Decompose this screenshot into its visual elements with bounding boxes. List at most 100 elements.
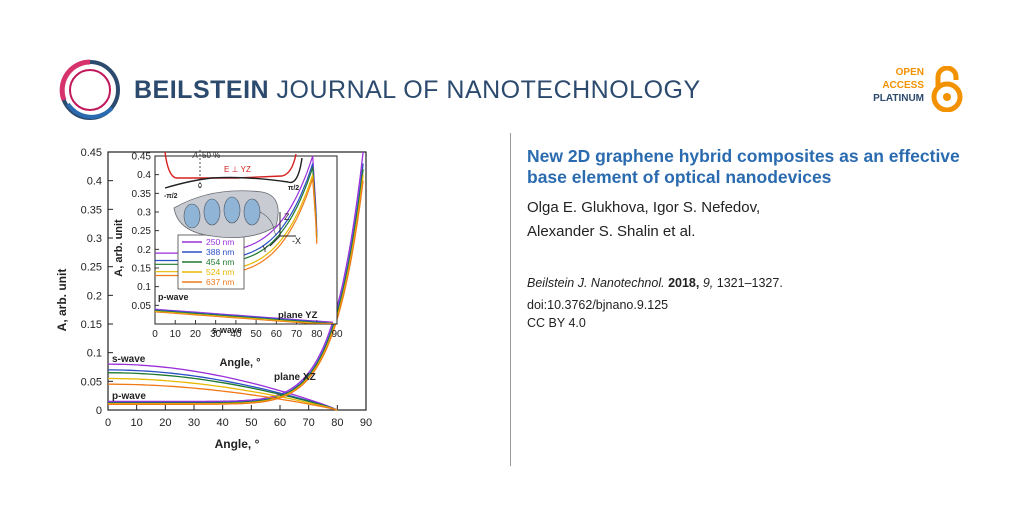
citation-pages: 1321–1327. [716, 276, 783, 290]
inset-s-wave-series [154, 311, 333, 324]
main-s-wave-series [107, 372, 338, 411]
main-p-wave-series [108, 180, 364, 405]
citation-volume: 9, [702, 276, 714, 290]
polar-neg-label: -π/2 [164, 193, 178, 200]
inset-y-tick-label: 0.3 [137, 208, 151, 219]
divider [510, 133, 511, 466]
inset-plane-label: plane YZ [278, 310, 318, 321]
main-y-tick-label: 0.2 [87, 290, 102, 302]
license[interactable]: CC BY 4.0 [527, 316, 586, 330]
journal-name: BEILSTEIN JOURNAL OF NANOTECHNOLOGY [134, 76, 701, 104]
main-x-tick-label: 80 [331, 417, 343, 429]
graphene-structure-illustration: Z -X Y [173, 190, 301, 254]
legend-label: 637 nm [206, 277, 234, 287]
inset-x-tick-label: 10 [170, 329, 182, 340]
main-x-tick-label: 20 [159, 417, 171, 429]
inset-x-ticks: 0 10 20 30 40 50 60 70 80 90 [152, 320, 343, 340]
article-title[interactable]: New 2D graphene hybrid composites as an … [527, 146, 960, 187]
main-y-axis-label: A, arb. unit [55, 269, 69, 332]
main-x-tick-label: 70 [303, 417, 315, 429]
main-y-tick-label: 0.1 [87, 348, 102, 360]
inset-y-tick-label: 0.15 [132, 264, 152, 275]
polar-a-label: A [192, 151, 198, 160]
main-y-ticks: 0 0.05 0.1 0.15 0.2 0.25 0.3 0.35 0.4 0.45 [81, 147, 113, 417]
inset-y-tick-label: 0.25 [132, 226, 152, 237]
inset-x-axis-label: Angle, ° [219, 357, 260, 369]
main-plane-label: plane XZ [274, 372, 316, 383]
inset-s-wave-series [154, 309, 334, 324]
inset-x-tick-label: 0 [152, 329, 158, 340]
inset-x-tick-label: 30 [210, 329, 222, 340]
main-x-tick-label: 0 [105, 417, 111, 429]
main-x-axis-label: Angle, ° [215, 437, 260, 451]
main-s-wave-series [107, 363, 338, 411]
inset-p-wave-label: p-wave [158, 292, 189, 302]
inset-s-wave-series [154, 308, 334, 323]
main-p-wave-label: p-wave [112, 391, 146, 402]
open-lock-icon [931, 66, 963, 112]
oa-platinum: PLATINUM [873, 93, 924, 104]
main-s-wave-label: s-wave [112, 354, 146, 365]
inset-y-tick-label: 0.2 [137, 245, 151, 256]
journal-abbrev: Beilstein J. Nanotechnol. [527, 276, 665, 290]
inset-x-tick-label: 50 [251, 329, 263, 340]
authors-line-1: Olga E. Glukhova, Igor S. Nefedov, [527, 199, 761, 216]
graphical-abstract-figure: 0 0.05 0.1 0.15 0.2 0.25 0.3 0.35 0.4 0.45 0 10 20 3… [55, 147, 372, 451]
main-x-tick-label: 10 [131, 417, 143, 429]
main-curves [107, 151, 364, 411]
polar-pct-label: 50 % [202, 151, 220, 160]
axis-z-label: Z [284, 212, 290, 222]
inset-y-tick-label: 0.45 [132, 152, 152, 163]
open-access-badge: OPEN ACCESS PLATINUM [858, 66, 978, 112]
polar-efield-label: E ⊥ YZ [224, 165, 251, 174]
main-x-tick-label: 40 [217, 417, 229, 429]
main-s-wave-series [108, 377, 338, 411]
main-x-ticks: 0 10 20 30 40 50 60 70 80 90 [105, 405, 372, 429]
header: BEILSTEIN JOURNAL OF NANOTECHNOLOGY OPEN… [0, 0, 1024, 130]
article-meta: New 2D graphene hybrid composites as an … [527, 146, 997, 330]
main-s-wave-series [108, 369, 338, 411]
inset-s-wave-label: s-wave [212, 325, 242, 335]
inset-x-tick-label: 20 [190, 329, 202, 340]
main-x-tick-label: 60 [274, 417, 286, 429]
oa-access: ACCESS [882, 80, 924, 91]
main-p-wave-series [108, 151, 364, 403]
legend-label: 388 nm [206, 247, 234, 257]
polar-mini-inset: A 50 % E ⊥ YZ -π/2 0 π/2 [164, 150, 303, 200]
inset-y-tick-label: 0.1 [137, 282, 151, 293]
inset-y-tick-label: 0.4 [137, 170, 151, 181]
doi[interactable]: doi:10.3762/bjnano.9.125 [527, 298, 669, 312]
main-y-tick-label: 0.05 [81, 376, 102, 388]
legend-label: 250 nm [206, 237, 234, 247]
authors-line-2: Alexander S. Shalin et al. [527, 223, 696, 240]
polar-zero-label: 0 [198, 183, 202, 190]
main-y-tick-label: 0 [96, 405, 102, 417]
inset-y-ticks: 0.05 0.1 0.15 0.2 0.25 0.3 0.35 0.4 0.45 [132, 152, 159, 312]
inset-s-wave-series [154, 310, 333, 324]
axis-x-label: -X [292, 236, 301, 246]
axis-y-label: Y [262, 244, 268, 254]
inset-x-tick-label: 90 [331, 329, 343, 340]
inset-x-tick-label: 40 [230, 329, 242, 340]
main-y-tick-label: 0.35 [81, 204, 102, 216]
main-y-tick-label: 0.25 [81, 262, 102, 274]
inset-x-tick-label: 60 [271, 329, 283, 340]
main-y-tick-label: 0.4 [87, 176, 102, 188]
main-y-tick-label: 0.3 [87, 233, 102, 245]
citation: Beilstein J. Nanotechnol. 2018, 9, 1321–… [527, 276, 997, 290]
oa-open: OPEN [895, 67, 924, 78]
legend-label: 454 nm [206, 257, 234, 267]
citation-year: 2018, [668, 276, 700, 290]
legend-label: 524 nm [206, 267, 234, 277]
inset-s-wave-series [154, 310, 334, 324]
inset-x-tick-label: 80 [311, 329, 323, 340]
article-authors: Olga E. Glukhova, Igor S. Nefedov, Alexa… [527, 196, 997, 244]
inset-x-tick-label: 70 [291, 329, 303, 340]
polar-pos-label: π/2 [288, 185, 299, 192]
main-x-tick-label: 30 [188, 417, 200, 429]
main-y-tick-label: 0.15 [81, 319, 102, 331]
inset-y-tick-label: 0.35 [132, 189, 152, 200]
journal-logo-icon [59, 59, 120, 120]
inset-y-axis-label: A, arb. unit [113, 219, 125, 277]
